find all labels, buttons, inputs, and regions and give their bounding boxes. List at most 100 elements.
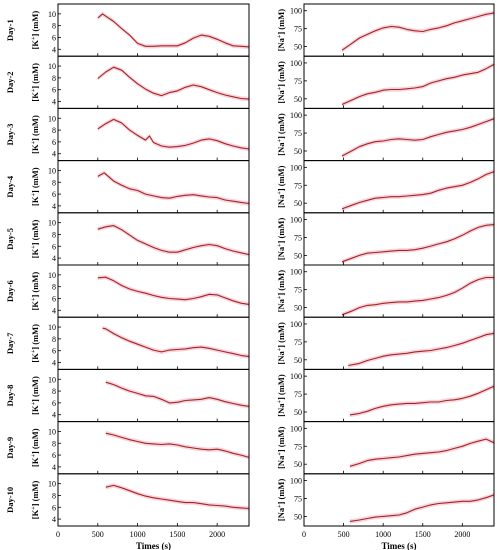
- y-tick-label: 50: [294, 304, 302, 313]
- y-axis-label: [Na+] (mM): [276, 218, 286, 261]
- panel-day-8: 50 75 100 [Na+] (mM): [276, 368, 495, 423]
- y-tick-label: 6: [52, 399, 56, 408]
- y-tick-label: 10: [48, 114, 56, 123]
- panel-frame: [303, 421, 495, 475]
- y-tick-label: 8: [52, 491, 56, 500]
- panel-day-5: 50 75 100 [Na+] (mM): [276, 212, 495, 266]
- y-tick-label: 100: [290, 268, 302, 277]
- data-line: [97, 118, 250, 150]
- y-axis-label: [K+] (mM): [30, 272, 40, 311]
- panel-frame: [57, 316, 250, 370]
- y-tick-label: 100: [290, 59, 302, 68]
- data-line: [97, 13, 250, 48]
- data-band: [342, 169, 494, 212]
- y-tick-label: 100: [290, 372, 302, 381]
- data-line: [341, 63, 495, 106]
- panel-day-9: 50 75 100 [Na+] (mM): [276, 421, 495, 475]
- data-line: [105, 484, 250, 510]
- x-tick-label: 1000: [130, 530, 146, 539]
- y-tick-label: 50: [294, 199, 302, 208]
- y-tick-label: 4: [52, 150, 56, 159]
- panel-day-1: 50 75 100 [Na+] (mM): [276, 3, 495, 57]
- panel-frame: [57, 212, 250, 266]
- data-line: [97, 172, 250, 205]
- x-tick-label: 2000: [209, 530, 225, 539]
- y-tick-label: 4: [52, 358, 56, 367]
- data-band: [349, 436, 494, 469]
- data-line: [341, 12, 495, 51]
- y-tick-label: 75: [294, 338, 302, 347]
- data-line: [341, 118, 495, 157]
- y-tick-label: 4: [52, 97, 56, 106]
- y-axis-label: [K+] (mM): [30, 167, 40, 206]
- data-line: [341, 224, 495, 263]
- data-line: [97, 66, 250, 100]
- data-band: [349, 492, 494, 524]
- y-tick-label: 4: [52, 463, 56, 472]
- y-tick-label: 75: [294, 286, 302, 295]
- day-label: Day-8: [5, 385, 15, 407]
- y-tick-label: 100: [290, 216, 302, 225]
- y-tick-label: 50: [294, 147, 302, 156]
- day-label: Day-4: [5, 175, 15, 197]
- panel-day-1: 4 6 8 10 [K+] (mM) Day-1: [5, 3, 250, 57]
- panel-day-9: 4 6 8 10 [K+] (mM) Day-9: [5, 421, 250, 475]
- data-line: [348, 332, 495, 367]
- y-tick-label: 10: [48, 375, 56, 384]
- y-axis-label: [K+] (mM): [30, 428, 40, 467]
- y-axis-label: [K+] (mM): [30, 11, 40, 50]
- panel-frame: [303, 160, 495, 214]
- y-tick-label: 50: [294, 43, 302, 52]
- column-sodium: 50 75 100 [Na+] (mM) 50 75 100 [Na+] (mM) 50 75 10…: [276, 3, 495, 550]
- y-tick-label: 10: [48, 166, 56, 175]
- y-tick-label: 8: [52, 283, 56, 292]
- day-label: Day-2: [5, 71, 15, 93]
- y-tick-label: 8: [52, 387, 56, 396]
- y-axis-label: [Na+] (mM): [276, 270, 286, 313]
- y-tick-label: 6: [52, 242, 56, 251]
- data-band: [97, 117, 249, 152]
- y-tick-label: 6: [52, 451, 56, 460]
- data-band: [102, 326, 249, 359]
- y-tick-label: 8: [52, 439, 56, 448]
- panel-frame: [303, 264, 495, 318]
- day-label: Day-5: [5, 228, 15, 250]
- panel-frame: [57, 473, 250, 527]
- y-tick-label: 75: [294, 442, 302, 451]
- data-band: [105, 380, 249, 409]
- y-axis-label: [K+] (mM): [30, 324, 40, 363]
- y-tick-label: 4: [52, 202, 56, 211]
- data-line: [105, 432, 250, 458]
- y-tick-label: 50: [294, 95, 302, 104]
- panel-day-3: 4 6 8 10 [K+] (mM) Day-3: [5, 107, 250, 162]
- y-tick-label: 10: [48, 427, 56, 436]
- y-tick-label: 100: [290, 424, 302, 433]
- y-tick-label: 8: [52, 335, 56, 344]
- day-label: Day-3: [5, 124, 15, 146]
- y-tick-label: 6: [52, 347, 56, 356]
- y-tick-label: 10: [48, 271, 56, 280]
- panel-day-4: 50 75 100 [Na+] (mM): [276, 160, 495, 214]
- data-band: [97, 223, 249, 257]
- y-tick-label: 6: [52, 138, 56, 147]
- y-axis-label: [K+] (mM): [30, 219, 40, 258]
- y-axis-label: [Na+] (mM): [276, 61, 286, 104]
- day-label: Day-10: [5, 487, 15, 513]
- panel-day-10: 4 6 8 10 [K+] (mM) Day-10: [5, 473, 250, 527]
- y-tick-label: 10: [48, 219, 56, 228]
- y-tick-label: 100: [290, 163, 302, 172]
- y-axis-label: [Na+] (mM): [276, 322, 286, 365]
- data-line: [97, 276, 250, 305]
- x-tick-label: 500: [338, 530, 350, 539]
- data-band: [97, 65, 249, 102]
- y-tick-label: 4: [52, 411, 56, 420]
- y-tick-label: 6: [52, 503, 56, 512]
- panel-day-2: 50 75 100 [Na+] (mM): [276, 55, 495, 109]
- panel-day-7: 4 6 8 10 [K+] (mM) Day-7: [5, 316, 250, 370]
- y-tick-label: 8: [52, 22, 56, 31]
- y-tick-label: 4: [52, 515, 56, 524]
- data-band: [349, 384, 494, 418]
- panel-day-6: 4 6 8 10 [K+] (mM) Day-6: [5, 264, 250, 318]
- y-axis-label: [K+] (mM): [30, 115, 40, 154]
